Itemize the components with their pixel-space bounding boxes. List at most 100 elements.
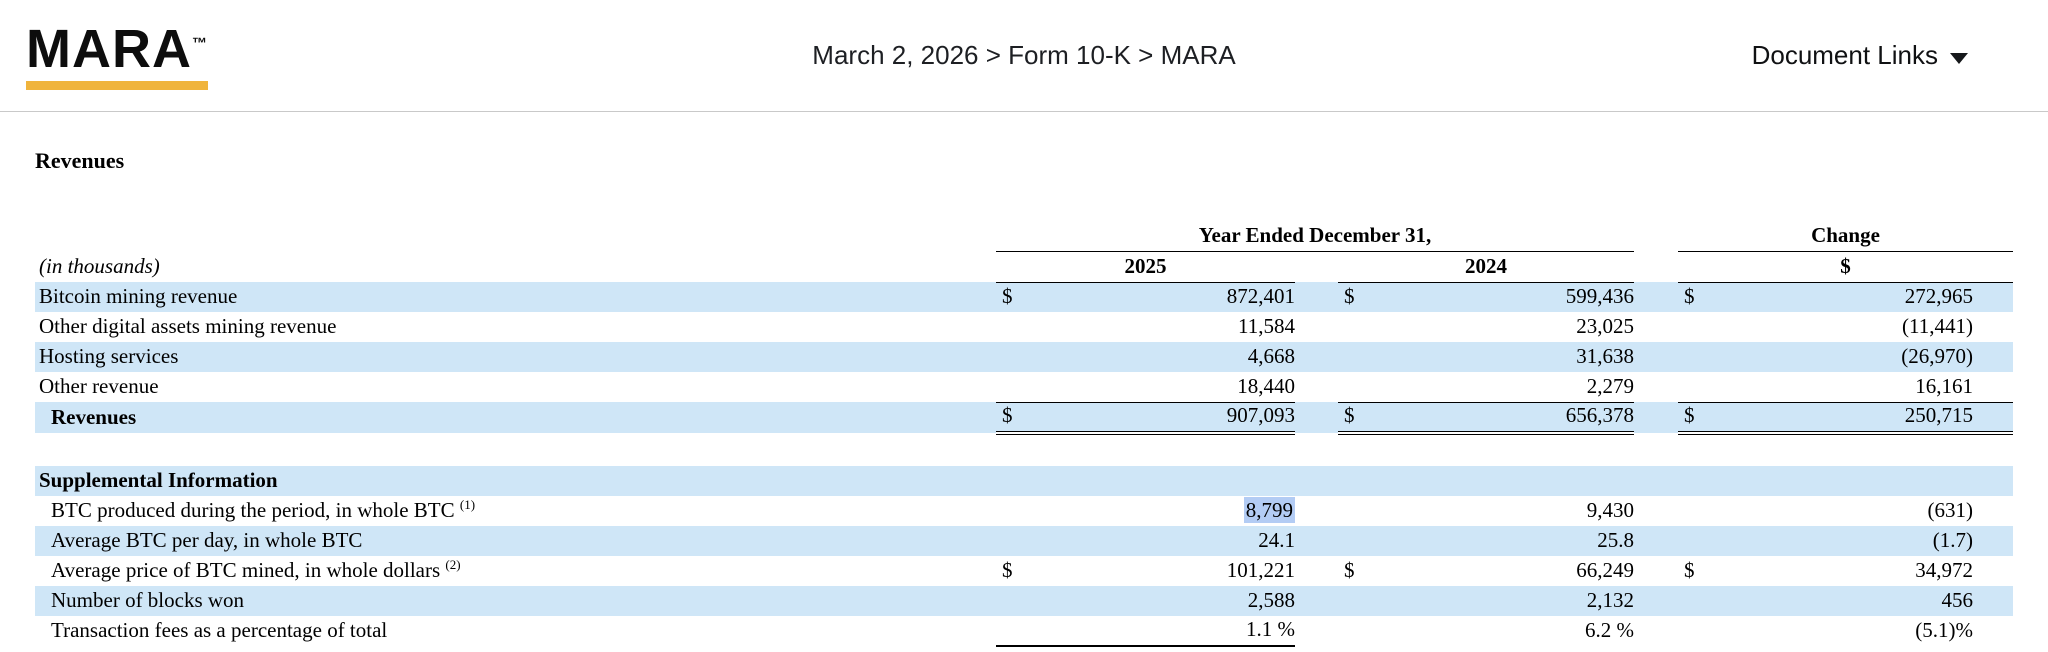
value-2025: 101,221	[1226, 557, 1295, 582]
table-row: Bitcoin mining revenue $872,401 $599,436 $2…	[35, 282, 2013, 312]
value-2025: 8,799	[1031, 496, 1295, 526]
trademark-symbol: ™	[191, 34, 208, 52]
table-row: Average price of BTC mined, in whole dol…	[35, 556, 2013, 586]
currency-2025: $	[1001, 557, 1013, 582]
value-change: (26,970)	[1901, 344, 1973, 368]
value-change: (1.7)	[1932, 527, 1973, 552]
currency-2025	[996, 372, 1031, 402]
currency-2025	[996, 312, 1031, 342]
empty-cell	[35, 646, 996, 652]
row-label: Transaction fees as a percentage of tota…	[51, 617, 388, 642]
column-gap	[1634, 402, 1678, 433]
section-title: Revenues	[35, 148, 125, 173]
value-change: 272,965	[1904, 284, 1973, 308]
table-row: BTC produced during the period, in whole…	[35, 496, 2013, 526]
column-header-2024: 2024	[1337, 251, 1634, 283]
currency-2024	[1338, 616, 1373, 646]
row-label: Bitcoin mining revenue	[39, 284, 238, 308]
currency-2025	[996, 342, 1031, 372]
value-2025: 11,584	[1237, 314, 1295, 338]
currency-2024: $	[1343, 557, 1355, 582]
currency-2024: $	[1337, 401, 1373, 435]
currency-2024	[1338, 496, 1373, 526]
row-label: Average BTC per day, in whole BTC	[51, 527, 363, 552]
column-gap	[1634, 526, 1678, 556]
currency-change	[1678, 312, 1713, 342]
logo-text: MARA™	[26, 22, 208, 76]
currency-change	[1678, 526, 1713, 556]
column-gap	[1295, 312, 1338, 342]
currency-2024: $	[1343, 284, 1355, 308]
row-label: BTC produced during the period, in whole…	[51, 496, 476, 522]
column-gap	[1295, 372, 1338, 402]
currency-change	[1678, 496, 1713, 526]
mara-logo[interactable]: MARA™	[26, 22, 208, 90]
currency-2025: $	[1001, 284, 1013, 308]
empty-cell	[35, 433, 2013, 466]
document-links-dropdown[interactable]: Document Links	[1752, 40, 1968, 71]
value-change: 34,972	[1915, 557, 1973, 582]
column-gap	[1295, 616, 1338, 646]
selection-highlight: 8,799	[1243, 496, 1295, 523]
column-gap	[1295, 496, 1338, 526]
empty-cell	[1295, 251, 1338, 282]
table-row: Transaction fees as a percentage of tota…	[35, 616, 2013, 646]
value-2025: 24.1	[1258, 527, 1295, 552]
footnote-marker: (2)	[445, 556, 461, 572]
supplemental-rows: Supplemental Information BTC produced du…	[35, 465, 2013, 646]
column-gap	[1634, 312, 1678, 342]
row-label: Number of blocks won	[51, 587, 245, 612]
currency-2025: $	[995, 401, 1031, 435]
column-gap	[1634, 556, 1678, 586]
value-2025: 18,440	[1237, 373, 1295, 398]
footnote-marker: (1)	[459, 496, 476, 512]
row-label: Revenues	[51, 404, 137, 429]
column-gap	[1295, 526, 1338, 556]
value-change: 456	[1941, 587, 1974, 612]
currency-change	[1678, 616, 1713, 646]
row-label: Other digital assets mining revenue	[39, 314, 337, 338]
value-2024: 66,249	[1576, 557, 1634, 582]
empty-cell	[1634, 220, 1678, 251]
table-row: Average BTC per day, in whole BTC 24.1 25.…	[35, 525, 2013, 556]
value-2024: 6.2 %	[1584, 617, 1634, 642]
column-gap	[1295, 402, 1338, 433]
currency-2025	[996, 586, 1031, 616]
row-label: Average price of BTC mined, in whole dol…	[51, 556, 461, 582]
column-gap	[1634, 496, 1678, 526]
currency-2024	[1338, 372, 1373, 402]
value-2025: 1.1 %	[1245, 616, 1295, 641]
change-header: Change	[1677, 220, 2013, 252]
value-2024: 9,430	[1586, 497, 1634, 522]
breadcrumb: March 2, 2026 > Form 10-K > MARA	[812, 40, 1236, 70]
column-gap	[1295, 556, 1338, 586]
table-row: Revenues $907,093 $656,378 $250,715	[35, 401, 2013, 435]
currency-2024	[1338, 586, 1373, 616]
chevron-down-icon	[1950, 52, 1968, 64]
currency-2024	[1338, 312, 1373, 342]
column-gap	[1634, 586, 1678, 616]
spacer-section	[35, 432, 2013, 466]
document-links-label: Document Links	[1751, 40, 1938, 70]
logo-gold-underline	[26, 80, 208, 90]
value-2024: 656,378	[1372, 401, 1634, 435]
value-2025: 872,401	[1226, 284, 1295, 308]
column-gap	[1295, 586, 1338, 616]
currency-2024	[1338, 342, 1373, 372]
year-ended-header: Year Ended December 31,	[995, 220, 1634, 252]
column-gap	[1634, 342, 1678, 372]
in-thousands-label: (in thousands)	[39, 254, 160, 278]
currency-2024	[1338, 526, 1373, 556]
currency-2025	[996, 616, 1031, 646]
table-row: Other revenue 18,440 2,279 16,161	[35, 372, 2013, 402]
table-row: Number of blocks won 2,588 2,132 456	[35, 585, 2013, 616]
currency-change: $	[1683, 557, 1695, 582]
column-gap	[1295, 282, 1338, 312]
value-change: 16,161	[1915, 373, 1973, 398]
value-2024: 599,436	[1565, 284, 1634, 308]
table-header: Year Ended December 31, Change (in thous…	[35, 220, 2013, 283]
empty-cell	[35, 220, 996, 251]
value-change: 250,715	[1712, 401, 2013, 435]
financial-table: Year Ended December 31, Change (in thous…	[35, 220, 2013, 652]
value-2024: 25.8	[1597, 527, 1634, 552]
